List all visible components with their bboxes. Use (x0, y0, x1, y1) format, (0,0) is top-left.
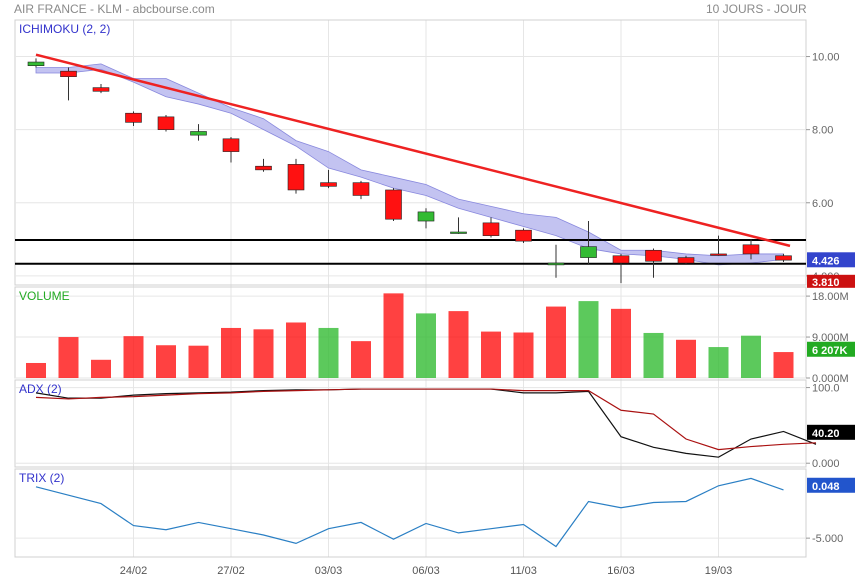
x-tick-label: 16/03 (607, 565, 635, 577)
volume-bar (676, 339, 696, 378)
x-tick-label: 19/03 (705, 565, 733, 577)
x-tick-label: 06/03 (412, 565, 440, 577)
candle-body (60, 70, 77, 77)
volume-title: VOLUME (19, 289, 70, 303)
candle-body (222, 138, 240, 152)
trix-title: TRIX (2) (19, 471, 64, 485)
candle-body (92, 87, 110, 92)
trix-panel-frame (14, 468, 807, 558)
price-tick-label: 6.00 (812, 198, 833, 210)
candle-body (612, 255, 630, 264)
volume-bar (546, 306, 566, 378)
candle-body (450, 231, 467, 234)
volume-bar (351, 341, 371, 378)
candle-body (580, 246, 597, 258)
adx-panel-frame (14, 379, 807, 468)
volume-tick-label: 9.000M (812, 332, 849, 344)
candle-body (287, 164, 305, 191)
candle-body (482, 222, 500, 236)
candle-body (352, 182, 370, 196)
candle-body (677, 257, 695, 264)
volume-tick-label: 0.000M (812, 373, 849, 385)
adx-title: ADX (2) (19, 382, 62, 396)
volume-bar (383, 293, 404, 378)
price-tick-label: 10.00 (812, 52, 840, 64)
volume-bar (741, 335, 761, 378)
candle-body (645, 249, 662, 262)
volume-bar (58, 337, 79, 378)
trix-line (35, 477, 784, 548)
volume-bar (481, 331, 501, 378)
candle-body (417, 211, 435, 222)
ichimoku-cloud (35, 63, 784, 266)
last-adx-badge (807, 424, 855, 440)
volume-tick-label: 18.00M (812, 291, 849, 303)
candle-body (710, 253, 727, 256)
volume-bar (286, 322, 306, 378)
candle-body (515, 229, 532, 242)
candle-body (775, 255, 792, 261)
volume-bar (448, 311, 469, 378)
trix-tick-label: -5.000 (812, 533, 843, 545)
adx-tick-label: 100.0 (812, 383, 840, 395)
chart-title: AIR FRANCE - KLM - abcbourse.com (14, 2, 215, 16)
price-tick-label: 8.00 (812, 125, 833, 137)
last-price-label: 4.426 (812, 255, 840, 267)
volume-bar (578, 301, 599, 378)
adx-tick-label: 0.000 (812, 458, 840, 470)
volume-bar (253, 329, 274, 378)
price-panel-frame (14, 19, 807, 286)
last-low-badge (807, 274, 855, 288)
volume-bar (188, 345, 209, 378)
last-volume-badge (807, 341, 855, 357)
candle-body (157, 116, 175, 130)
last-trix-label: 0.048 (812, 481, 840, 493)
period-label: 10 JOURS - JOUR (706, 2, 807, 16)
last-trix-badge (807, 477, 855, 493)
last-adx-label: 40.20 (812, 428, 840, 440)
volume-bar (611, 308, 631, 378)
candle-body (547, 262, 565, 266)
volume-bar (123, 336, 144, 378)
adx-line (35, 388, 817, 451)
volume-bar (643, 332, 664, 378)
volume-bar (708, 347, 729, 378)
last-volume-label: 6 207K (812, 345, 848, 357)
last-price-badge (807, 252, 855, 268)
candle-body (27, 61, 45, 66)
candle-body (742, 244, 760, 255)
volume-bar (318, 327, 339, 378)
volume-bar (773, 352, 794, 378)
volume-bar (513, 332, 534, 378)
trend-line (35, 53, 791, 248)
x-tick-label: 27/02 (217, 565, 245, 577)
last-low-label: 3.810 (812, 277, 840, 289)
x-tick-label: 11/03 (510, 565, 537, 577)
candle-body (385, 189, 402, 220)
volume-bar (91, 359, 111, 378)
candle-body (320, 182, 337, 187)
candle-body (255, 165, 272, 171)
volume-bar (26, 362, 46, 378)
volume-bar (416, 313, 436, 378)
volume-bar (221, 327, 241, 378)
candle-body (190, 131, 207, 136)
x-tick-label: 24/02 (120, 565, 148, 577)
volume-bar (156, 345, 176, 378)
candle-body (125, 112, 142, 123)
price-title: ICHIMOKU (2, 2) (19, 22, 110, 36)
x-tick-label: 03/03 (315, 565, 343, 577)
